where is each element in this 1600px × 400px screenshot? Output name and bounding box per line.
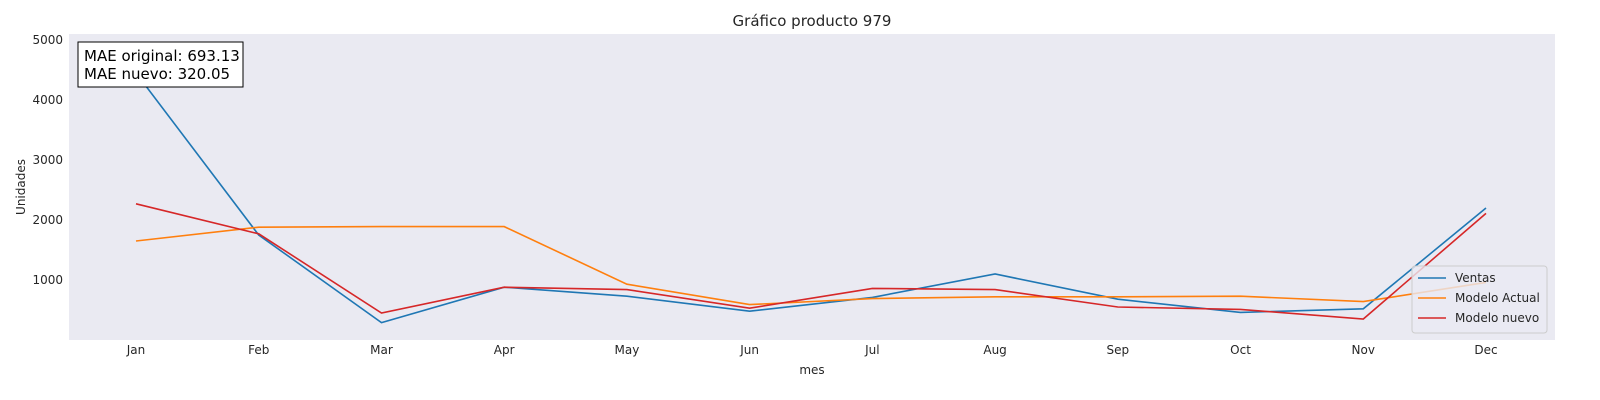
series-line-3 bbox=[135, 203, 1487, 320]
y-tick-label: 5000 bbox=[32, 33, 63, 47]
chart-title: Gráfico producto 979 bbox=[733, 12, 892, 30]
annotation-mae-nuevo: MAE nuevo: 320.05 bbox=[84, 65, 230, 83]
plot-area bbox=[69, 34, 1555, 340]
x-tick-label: Nov bbox=[1352, 343, 1375, 357]
x-tick-label: Feb bbox=[248, 343, 269, 357]
legend-label: Modelo nuevo bbox=[1455, 311, 1539, 325]
series-line-2 bbox=[135, 225, 1487, 306]
annotation-box bbox=[77, 41, 244, 88]
legend-box bbox=[1411, 265, 1548, 334]
y-tick-label: 1000 bbox=[32, 273, 63, 287]
mae-annotation: MAE original: 693.13 MAE nuevo: 320.05 bbox=[77, 41, 244, 88]
legend-label: Ventas bbox=[1455, 271, 1496, 285]
y-axis: 1000 2000 3000 4000 5000 bbox=[32, 33, 63, 287]
legend: Ventas Modelo Actual Modelo nuevo bbox=[1411, 265, 1548, 334]
x-tick-label: Apr bbox=[494, 343, 515, 357]
series-layer bbox=[135, 72, 1487, 324]
y-tick-label: 3000 bbox=[32, 153, 63, 167]
x-axis-title: mes bbox=[799, 363, 824, 377]
legend-label: Modelo Actual bbox=[1455, 291, 1540, 305]
x-tick-label: Jul bbox=[864, 343, 879, 357]
x-tick-label: Mar bbox=[370, 343, 393, 357]
x-tick-label: Oct bbox=[1230, 343, 1251, 357]
x-axis: Jan Feb Mar Apr May Jun Jul Aug Sep Oct Nov Dec bbox=[126, 343, 1498, 357]
x-tick-label: Sep bbox=[1107, 343, 1130, 357]
x-tick-label: May bbox=[615, 343, 640, 357]
annotation-mae-original: MAE original: 693.13 bbox=[84, 47, 240, 65]
y-tick-label: 4000 bbox=[32, 93, 63, 107]
x-tick-label: Jun bbox=[739, 343, 759, 357]
x-tick-label: Jan bbox=[126, 343, 146, 357]
x-tick-label: Aug bbox=[983, 343, 1006, 357]
x-tick-label: Dec bbox=[1474, 343, 1497, 357]
y-tick-label: 2000 bbox=[32, 213, 63, 227]
y-axis-title: Unidades bbox=[14, 159, 28, 215]
